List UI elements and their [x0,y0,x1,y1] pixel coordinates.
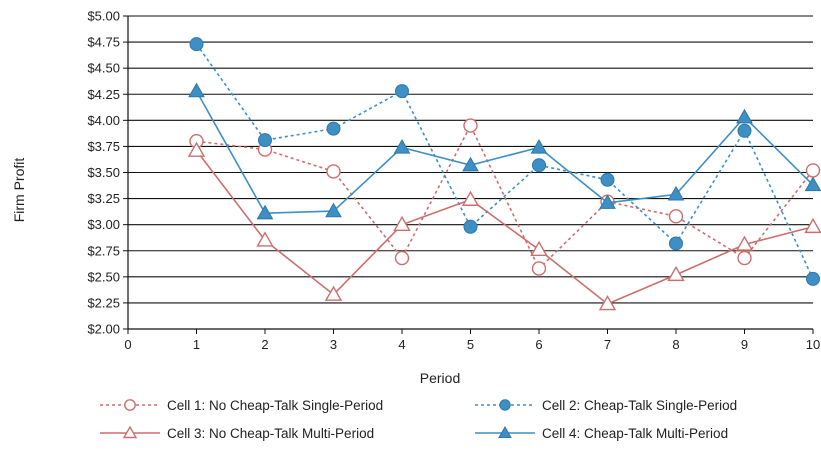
x-tick-label: 6 [535,337,542,352]
data-point [324,285,343,301]
data-point [530,138,548,154]
data-point [737,123,752,138]
y-tick-label: $3.00 [87,217,120,232]
series-line [196,123,814,270]
y-tick-label: $4.25 [87,87,120,102]
series-4 [188,82,821,220]
data-point [667,265,685,282]
legend-label: Cell 2: Cheap-Talk Single-Period [542,398,737,413]
tick-labels: $2.00 $2.25 $2.50 $2.75 $3.00 $3.25 $3.50 $3.75… [87,9,820,353]
data-point [737,250,752,266]
legend-item: Cell 2: Cheap-Talk Single-Period [475,398,737,413]
data-point [804,176,821,192]
data-point [599,194,616,209]
data-point [188,82,205,98]
data-point [530,240,548,257]
y-tick-label: $4.50 [87,61,120,76]
data-point [187,141,206,157]
data-point [326,164,341,179]
legend-item: Cell 4: Cheap-Talk Multi-Period [475,425,728,441]
data-point [256,204,274,220]
x-tick-label: 5 [467,337,474,352]
data-point [124,399,136,411]
y-tick-label: $4.75 [87,35,120,50]
x-tick-label: 10 [806,337,820,352]
y-axis-title: Firm Profit [11,158,27,223]
data-point [669,236,683,251]
data-point [805,163,821,178]
data-point [122,425,138,439]
x-tick-label: 7 [604,337,611,352]
y-tick-label: $2.50 [87,269,120,284]
series-line [195,150,814,305]
legend-label: Cell 4: Cheap-Talk Multi-Period [542,426,728,441]
y-tick-label: $4.00 [87,113,120,128]
y-tick-label: $3.25 [87,191,120,206]
series-line [195,43,814,280]
y-tick-label: $3.75 [87,139,120,154]
data-point [668,209,684,224]
y-tick-label: $2.00 [87,322,120,337]
legend-item: Cell 3: No Cheap-Talk Multi-Period [100,425,374,441]
y-tick-label: $2.25 [87,295,120,310]
x-tick-label: 2 [261,337,268,352]
x-tick-label: 9 [741,337,748,352]
data-point [393,138,411,154]
legend-item: Cell 1: No Cheap-Talk Single-Period [100,398,383,413]
data-point [600,172,615,187]
legend-label: Cell 3: No Cheap-Talk Multi-Period [167,426,374,441]
data-point [531,261,547,276]
x-tick-label: 4 [398,337,405,352]
y-tick-label: $5.00 [87,9,120,24]
x-tick-label: 1 [193,337,200,352]
data-point [736,108,753,124]
data-point [462,156,479,172]
x-tick-label: 8 [672,337,679,352]
data-point [498,425,512,438]
y-tick-label: $2.75 [87,243,120,258]
data-point [258,133,272,148]
data-point [326,121,341,136]
data-point [189,37,204,52]
data-point [463,219,478,234]
y-tick-label: $3.50 [87,165,120,180]
data-point [532,158,546,173]
data-point [393,215,411,231]
legend: Cell 1: No Cheap-Talk Single-Period Cell … [100,398,737,441]
x-tick-label: 3 [330,337,337,352]
data-point [256,231,274,247]
axes [123,15,814,334]
series-2 [189,37,820,286]
data-point [394,250,410,266]
data-point [598,295,617,311]
data-point [804,217,821,234]
data-point [499,399,511,411]
data-point [461,190,480,206]
data-point [806,271,820,286]
data-point [667,185,685,201]
data-point [395,84,409,99]
series-3 [187,141,821,311]
series [187,37,821,311]
legend-label: Cell 1: No Cheap-Talk Single-Period [167,398,383,413]
x-axis-title: Period [420,370,460,386]
gridlines [128,15,813,330]
data-point [463,118,478,133]
series-line [195,90,814,215]
data-point [325,202,342,218]
data-point [735,235,754,251]
x-tick-label: 0 [124,337,131,352]
